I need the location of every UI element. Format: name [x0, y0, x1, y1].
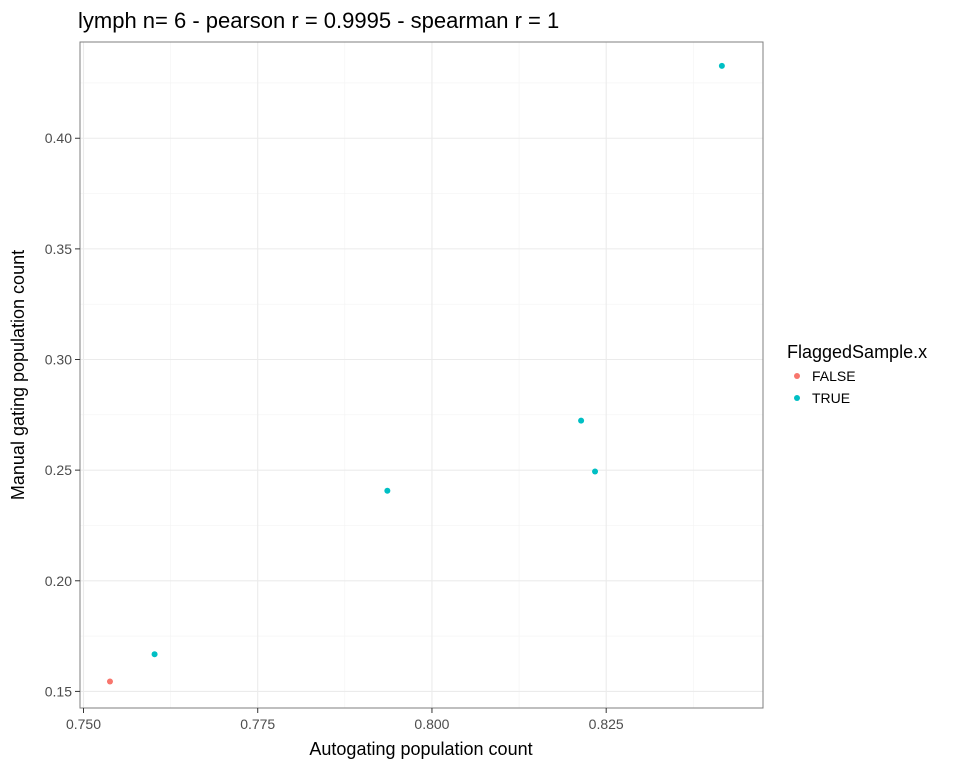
y-axis-title: Manual gating population count	[8, 250, 28, 500]
y-tick-label: 0.20	[45, 573, 72, 589]
x-tick-label: 0.775	[240, 716, 275, 732]
legend-label-true: TRUE	[812, 390, 850, 406]
y-tick-label: 0.15	[45, 683, 72, 699]
legend-key-false	[794, 373, 800, 379]
major-gridlines	[80, 42, 763, 708]
data-point	[718, 62, 725, 69]
y-tick-label: 0.40	[45, 130, 72, 146]
data-point	[592, 468, 599, 475]
plot-panel	[79, 41, 764, 709]
minor-gridlines	[80, 42, 763, 708]
legend-entries: FALSE TRUE	[794, 368, 856, 406]
data-point	[151, 651, 158, 658]
legend: FlaggedSample.x FALSE TRUE	[787, 342, 927, 406]
legend-key-true	[794, 395, 800, 401]
y-axis-ticks: 0.15 0.20 0.25 0.30 0.35 0.40	[45, 130, 80, 699]
legend-title: FlaggedSample.x	[787, 342, 927, 362]
data-point	[106, 678, 113, 685]
x-tick-label: 0.825	[589, 716, 624, 732]
chart-title: lymph n= 6 - pearson r = 0.9995 - spearm…	[78, 8, 559, 33]
data-point	[578, 417, 585, 424]
panel-border	[79, 41, 764, 709]
x-axis-title: Autogating population count	[309, 739, 532, 759]
panel-background	[80, 42, 763, 708]
data-points	[106, 62, 725, 685]
x-tick-label: 0.800	[414, 716, 449, 732]
x-axis-ticks: 0.750 0.775 0.800 0.825	[66, 708, 624, 732]
legend-label-false: FALSE	[812, 368, 856, 384]
x-tick-label: 0.750	[66, 716, 101, 732]
y-tick-label: 0.35	[45, 241, 72, 257]
y-tick-label: 0.25	[45, 462, 72, 478]
data-point	[384, 487, 391, 494]
y-tick-label: 0.30	[45, 352, 72, 368]
